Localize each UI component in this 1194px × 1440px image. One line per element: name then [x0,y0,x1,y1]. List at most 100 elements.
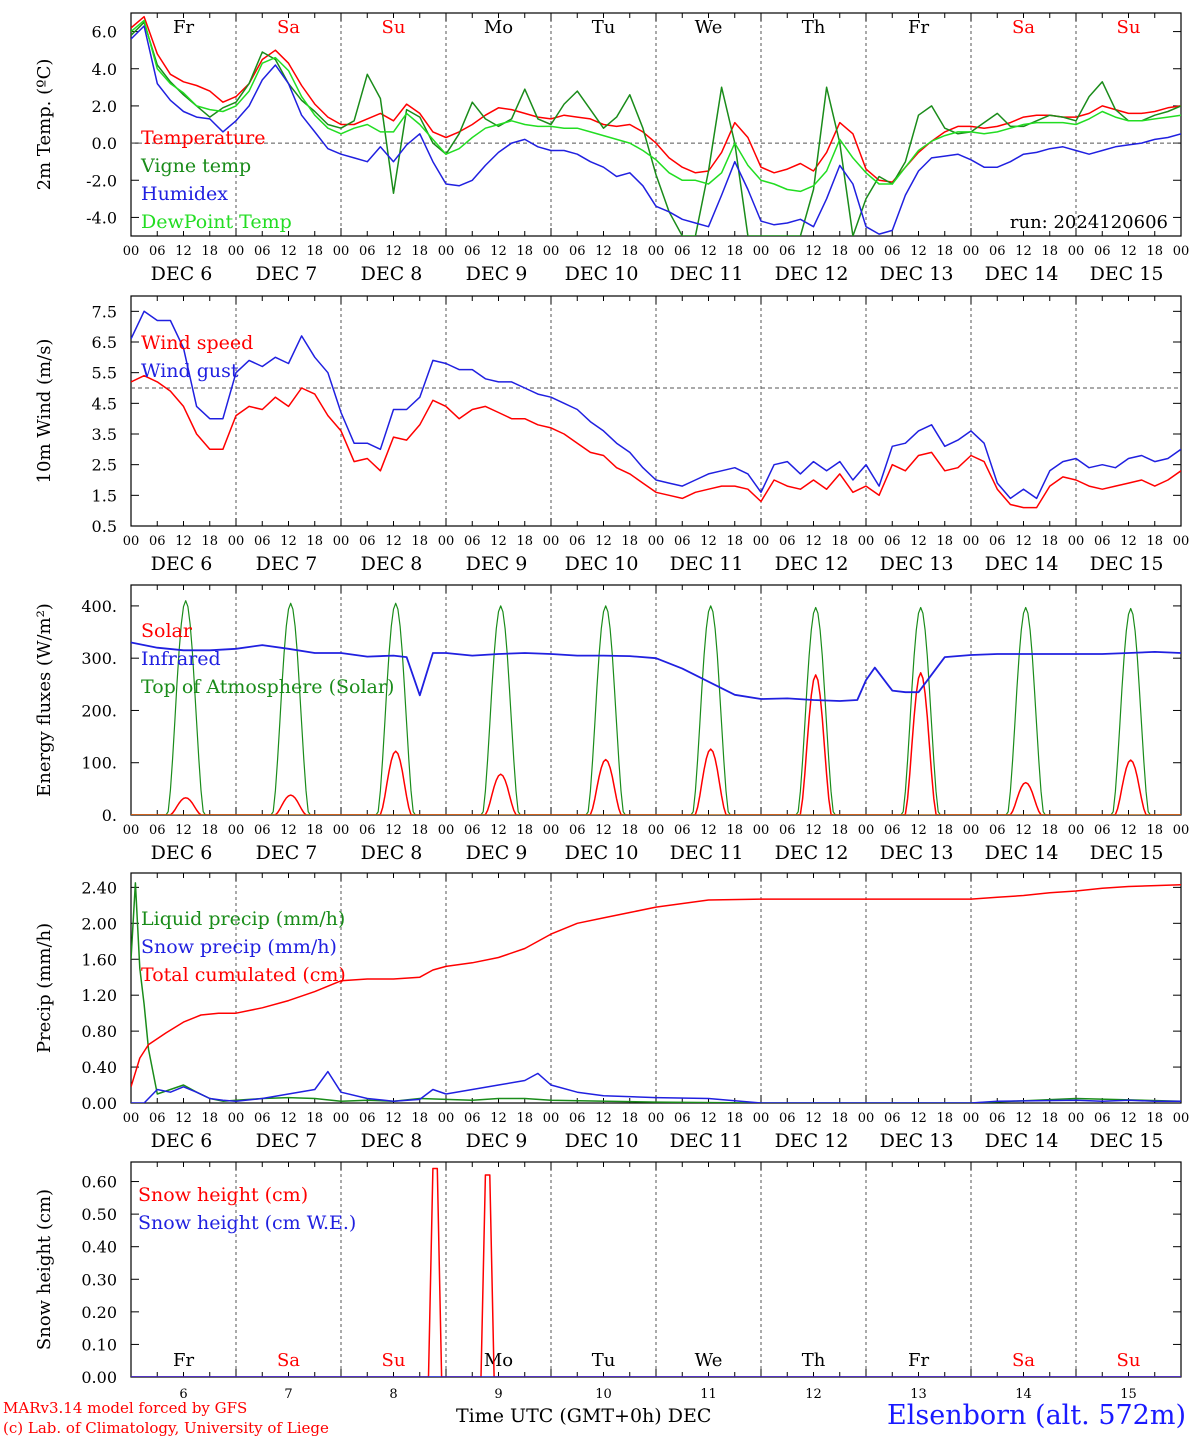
panel-1-y-tick-label: 4.5 [92,394,117,413]
panel-3-date-label: DEC 12 [775,1130,849,1152]
panel-2-date-label: DEC 10 [565,842,639,864]
panel-3-hour-label: 00 [438,1111,455,1126]
panel-2-hour-label: 18 [516,823,533,838]
panel-1-y-tick-label: 2.5 [92,456,117,475]
panel-3-hour-label: 18 [411,1111,428,1126]
panel-3-y-axis-label: Precip (mm/h) [34,923,55,1053]
panel-1-hour-label: 12 [700,534,717,549]
panel-1-hour-label: 12 [175,534,192,549]
panel-1-hour-label: 12 [1120,534,1137,549]
panel-3-date-label: DEC 14 [985,1130,1059,1152]
panel-4-weekday-label: Mo [484,1350,513,1371]
panel-0-date-label: DEC 10 [565,263,639,285]
panel-3-date-label: DEC 10 [565,1130,639,1152]
panel-0-date-label: DEC 12 [775,263,849,285]
panel-1-date-label: DEC 10 [565,553,639,575]
panel-1-hour-label: 00 [543,534,560,549]
panel-1-date-label: DEC 14 [985,553,1059,575]
panel-0-hour-label: 06 [149,244,166,259]
total-cumulated-cm-line [131,883,1181,1088]
panel-4-weekday-label: Sa [1012,1350,1035,1371]
panel-4-day-number: 13 [910,1387,927,1402]
panel-0-hour-label: 18 [936,244,953,259]
panel-1-hour-label: 06 [779,534,796,549]
panel-2-legend-entry: Solar [141,620,193,642]
panel-1-date-label: DEC 15 [1090,553,1164,575]
panel-0-hour-label: 00 [333,244,350,259]
panel-1-hour-label: 06 [149,534,166,549]
panel-1-hour-label: 00 [333,534,350,549]
panel-4-weekday-label: Th [802,1350,826,1371]
panel-4-weekday-label: We [695,1350,723,1371]
panel-2-legend-entry: Top of Atmosphere (Solar) [141,676,394,698]
panel-4-y-axis-label: Snow height (cm) [34,1189,55,1350]
wind-speed-line [131,374,1181,509]
panel-0-hour-label: 00 [438,244,455,259]
x-axis-title: Time UTC (GMT+0h) DEC [456,1405,712,1427]
panel-1-y-tick-label: 0.5 [92,517,117,536]
panel-4-weekday-label: Fr [908,1350,929,1371]
panel-0-hour-label: 12 [490,244,507,259]
panel-0-hour-label: 18 [1041,244,1058,259]
panel-1-hour-label: 00 [438,534,455,549]
panel-3-hour-label: 12 [175,1111,192,1126]
panel-1-hour-label: 12 [1015,534,1032,549]
panel-0-weekday-label: Fr [173,17,194,38]
panel-4-y-tick-label: 0.20 [81,1303,117,1322]
dewpoint-temp-line [131,19,1181,193]
panel-3-hour-label: 18 [516,1111,533,1126]
panel-1-hour-label: 00 [228,534,245,549]
panel-0-legend-entry: Temperature [141,127,265,149]
panel-0-hour-label: 06 [569,244,586,259]
panel-4-day-number: 11 [700,1387,717,1402]
panel-0-weekday-label: Su [1117,17,1141,38]
panel-3-hour-label: 12 [910,1111,927,1126]
panel-2-hour-label: 00 [648,823,665,838]
panel-3-hour-label: 18 [936,1111,953,1126]
panel-1-date-label: DEC 9 [466,553,528,575]
panel-0-hour-label: 06 [1094,244,1111,259]
panel-0-hour-label: 12 [280,244,297,259]
panel-2-hour-label: 00 [123,823,140,838]
panel-3-hour-label: 18 [1041,1111,1058,1126]
panel-1-hour-label: 18 [1146,534,1163,549]
panel-3-hour-label: 18 [621,1111,638,1126]
panel-2-hour-label: 00 [333,823,350,838]
panel-0-hour-label: 00 [858,244,875,259]
panel-0-y-tick-label: 0.0 [92,134,117,153]
panel-0-weekday-label: Fr [908,17,929,38]
panel-3-hour-label: 00 [1068,1111,1085,1126]
panel-3-y-tick-label: 1.60 [81,950,117,969]
panel-4-weekday-label: Su [1117,1350,1141,1371]
panel-0-hour-label: 12 [595,244,612,259]
panel-1-hour-label: 06 [884,534,901,549]
panel-1-hour-label: 18 [831,534,848,549]
panel-0-weekday-label: Mo [484,17,513,38]
panel-2-hour-label: 12 [280,823,297,838]
panel-1-y-tick-label: 5.5 [92,364,117,383]
panel-4-y-tick-label: 0.30 [81,1270,117,1289]
panel-1-hour-label: 06 [989,534,1006,549]
panel-2-hour-label: 12 [595,823,612,838]
panel-0-hour-label: 18 [621,244,638,259]
panel-1-date-label: DEC 6 [151,553,213,575]
lab-credit: (c) Lab. of Climatology, University of L… [3,1419,329,1437]
panel-2-hour-label: 06 [1094,823,1111,838]
panel-3-series-group [131,882,1181,1103]
panel-1-date-label: DEC 13 [880,553,954,575]
panel-1-date-label: DEC 7 [256,553,318,575]
panel-2-date-label: DEC 11 [670,842,744,864]
panel-2-hour-label: 00 [858,823,875,838]
panel-2-hour-label: 06 [884,823,901,838]
panel-0-y-tick-label: 4.0 [92,60,117,79]
panel-2-y-tick-label: 400. [81,597,117,616]
panel-3-y-tick-label: 1.20 [81,986,117,1005]
panel-3-hour-label: 06 [1094,1111,1111,1126]
panel-1-hour-label: 12 [385,534,402,549]
panel-3-y-tick-label: 0.80 [81,1022,117,1041]
panel-2-date-label: DEC 13 [880,842,954,864]
panel-2-y-axis-label: Energy fluxes (W/m²) [34,603,55,797]
panel-0-date-label: DEC 14 [985,263,1059,285]
panel-0-hour-label: 00 [963,244,980,259]
